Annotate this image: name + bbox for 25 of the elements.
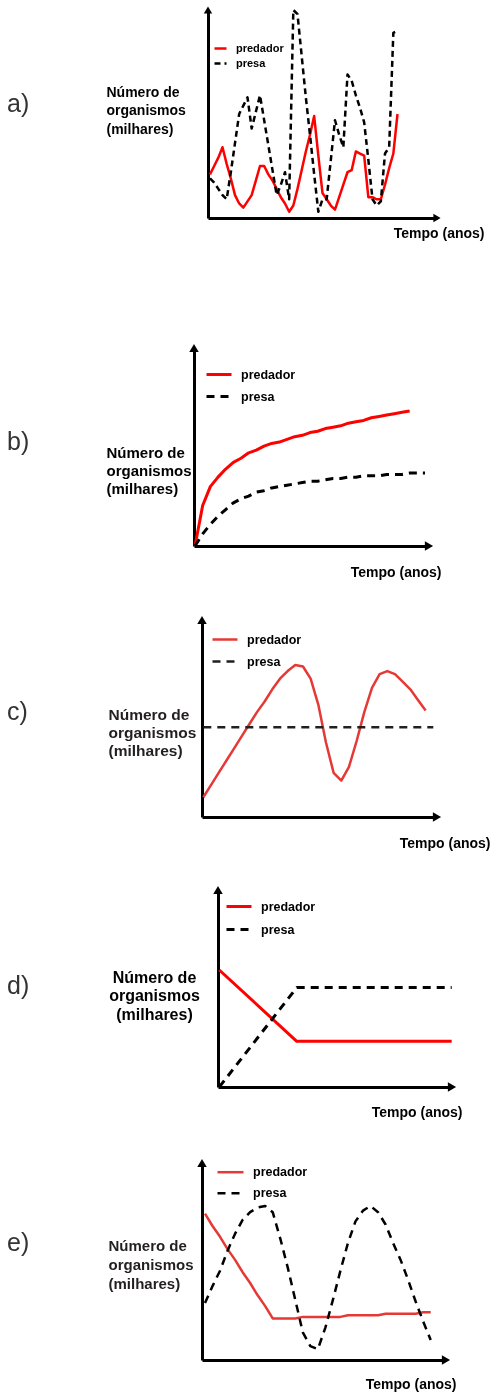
text: e) bbox=[7, 1228, 30, 1256]
y-axis-title: Número de organismos (milhares) bbox=[108, 705, 197, 759]
text: b) bbox=[7, 427, 30, 455]
legend-label: predador bbox=[236, 41, 285, 54]
legend-label: predador bbox=[261, 899, 316, 914]
text: c) bbox=[7, 697, 28, 725]
legend-label: predador bbox=[247, 632, 302, 647]
legend-label: predador bbox=[241, 367, 296, 382]
legend-label: predador bbox=[253, 1165, 308, 1180]
legend-label: presa bbox=[236, 56, 267, 69]
x-axis-title: Tempo (anos) bbox=[350, 563, 442, 580]
legend-label: presa bbox=[261, 922, 296, 937]
legend-label: presa bbox=[253, 1186, 288, 1201]
x-axis-title: Tempo (anos) bbox=[371, 1103, 463, 1120]
y-axis-title: Número de organismos (milhares) bbox=[106, 83, 187, 137]
y-axis-title: Número de organismos (milhares) bbox=[109, 968, 200, 1023]
legend-label: presa bbox=[241, 389, 276, 404]
text: a) bbox=[7, 89, 30, 117]
x-axis-title: Tempo (anos) bbox=[393, 224, 485, 241]
x-axis-title: Tempo (anos) bbox=[399, 834, 491, 851]
text: d) bbox=[7, 971, 30, 999]
y-axis-title: Número de organismos (milhares) bbox=[108, 1236, 194, 1292]
x-axis-title: Tempo (anos) bbox=[365, 1375, 457, 1392]
y-axis-title: Número de organismos (milhares) bbox=[106, 443, 192, 497]
legend-label: presa bbox=[247, 654, 282, 669]
